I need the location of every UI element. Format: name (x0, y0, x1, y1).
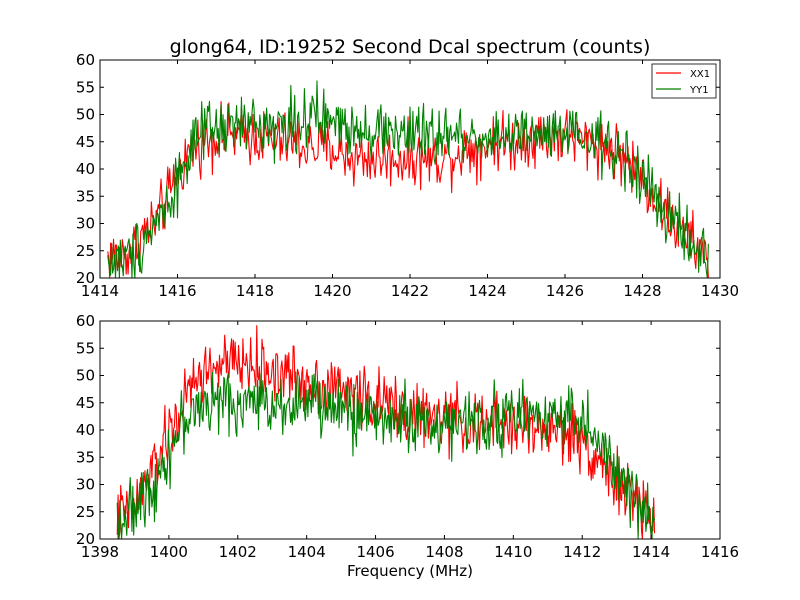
bottom-xtick-label: 1402 (219, 543, 257, 561)
top-ytick-label: 25 (76, 242, 95, 260)
top-ytick-label: 50 (76, 106, 95, 124)
top-xtick-label: 1422 (391, 282, 429, 300)
bottom-xtick-label: 1414 (632, 543, 670, 561)
top-chart-legend: XX1 YY1 (651, 63, 717, 99)
bottom-chart-series (116, 325, 656, 540)
top-ytick-label: 40 (76, 160, 95, 178)
bottom-ytick-label: 60 (76, 312, 95, 330)
bottom-xtick-label: 1416 (701, 543, 739, 561)
top-xtick-label: 1424 (468, 282, 506, 300)
top-ytick-label: 30 (76, 215, 95, 233)
top-ytick-label: 45 (76, 133, 95, 151)
top-xtick-label: 1426 (546, 282, 584, 300)
top-xtick-label: 1418 (236, 282, 274, 300)
top-ytick-label: 35 (76, 187, 95, 205)
bottom-ytick-label: 20 (76, 530, 95, 548)
top-ytick-label: 60 (76, 51, 95, 69)
top-ytick-label: 20 (76, 269, 95, 287)
bottom-chart-xlabel: Frequency (MHz) (347, 562, 473, 580)
bottom-ytick-label: 30 (76, 476, 95, 494)
top-chart-ticks: 1414 1416 1418 1420 1422 1424 1426 1428 1430 20 25… (76, 51, 739, 300)
bottom-xtick-label: 1408 (425, 543, 463, 561)
bottom-chart-ticks: 1398 1400 1402 1404 1406 1408 1410 1412 1414 1416… (76, 312, 739, 561)
top-xtick-label: 1430 (701, 282, 739, 300)
bottom-xtick-label: 1406 (356, 543, 394, 561)
top-chart: glong64, ID:19252 Second Dcal spectrum (… (76, 36, 739, 300)
top-xtick-label: 1416 (158, 282, 196, 300)
top-xtick-label: 1420 (313, 282, 351, 300)
bottom-series-line-yy1 (116, 371, 656, 540)
legend-label-xx1: XX1 (690, 69, 710, 80)
bottom-ytick-label: 50 (76, 367, 95, 385)
bottom-ytick-label: 45 (76, 394, 95, 412)
legend-label-yy1: YY1 (689, 85, 709, 96)
top-chart-title: glong64, ID:19252 Second Dcal spectrum (… (170, 36, 651, 58)
legend-frame (651, 63, 717, 99)
bottom-xtick-label: 1404 (288, 543, 326, 561)
bottom-ytick-label: 35 (76, 448, 95, 466)
bottom-xtick-label: 1400 (150, 543, 188, 561)
top-series-line-xx1 (107, 100, 709, 279)
bottom-chart: 1398 1400 1402 1404 1406 1408 1410 1412 1414 1416… (76, 312, 739, 580)
top-ytick-label: 55 (76, 78, 95, 96)
bottom-ytick-label: 25 (76, 503, 95, 521)
bottom-xtick-label: 1412 (563, 543, 601, 561)
bottom-xtick-label: 1410 (494, 543, 532, 561)
top-xtick-label: 1428 (623, 282, 661, 300)
top-series-line-yy1 (107, 80, 709, 279)
bottom-ytick-label: 55 (76, 339, 95, 357)
bottom-ytick-label: 40 (76, 421, 95, 439)
bottom-xtick-label: 1398 (81, 543, 119, 561)
top-xtick-label: 1414 (81, 282, 119, 300)
top-chart-series (107, 80, 709, 279)
bottom-series-line-xx1 (116, 325, 656, 540)
